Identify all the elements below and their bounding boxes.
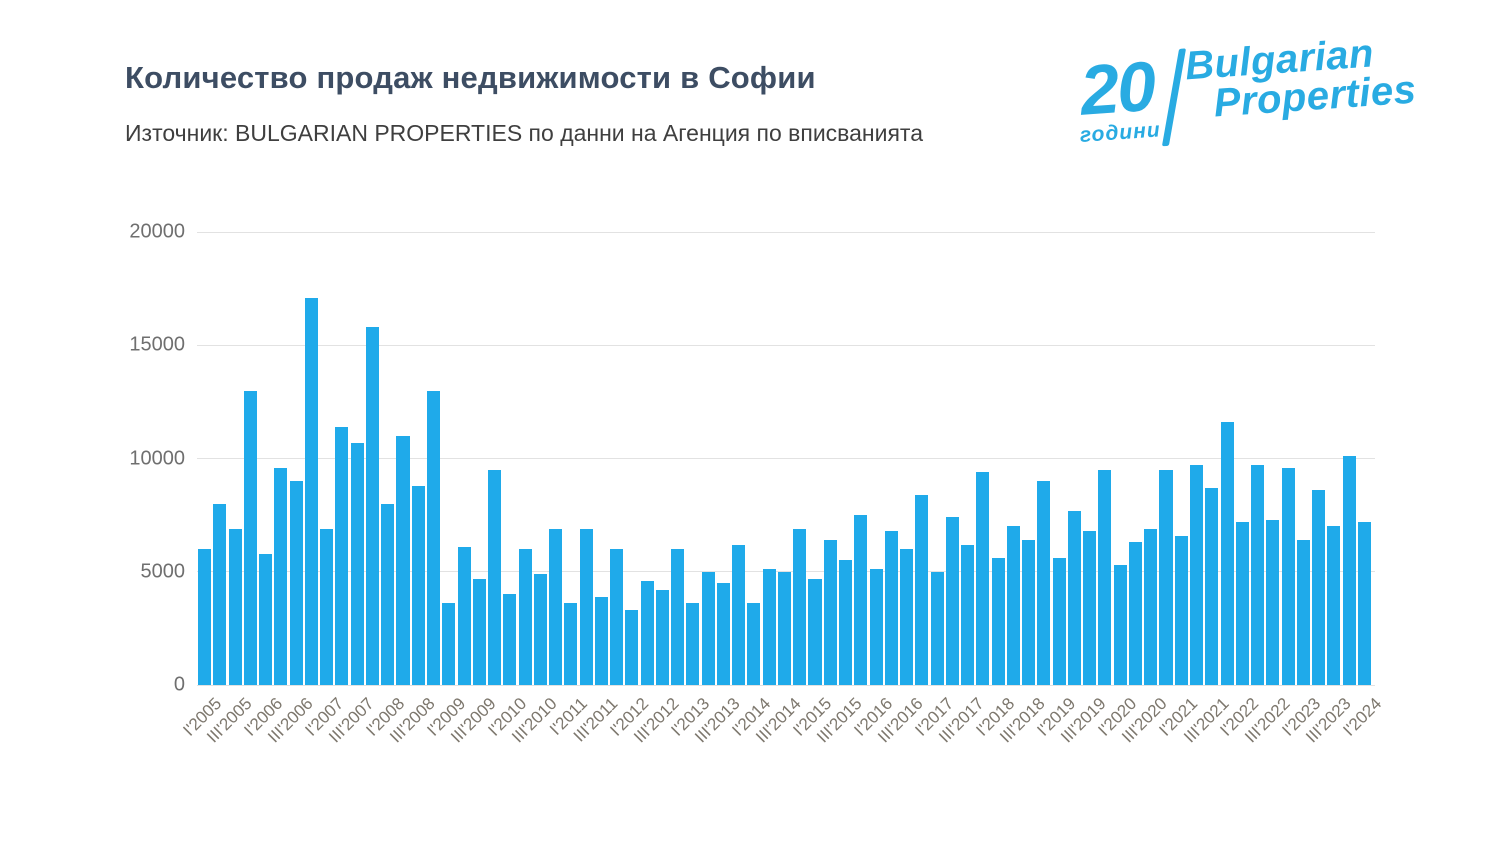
bar-IV'2007 [365, 327, 379, 685]
gridline-0 [197, 684, 1375, 686]
bar-II'2006 [274, 467, 288, 685]
bar-IV'2014 [793, 528, 807, 685]
bar-IV'2021 [1220, 422, 1234, 685]
bar-II'2012 [640, 580, 654, 685]
bar-I'2007 [320, 528, 334, 685]
bar-III'2005 [228, 528, 242, 685]
bar-III'2008 [411, 485, 425, 685]
bar-III'2020 [1144, 528, 1158, 685]
bar-IV'2010 [549, 528, 563, 685]
bar-II'2010 [518, 549, 532, 685]
y-tick-label: 20000 [129, 220, 185, 243]
bar-I'2021 [1174, 535, 1188, 685]
bar-II'2008 [396, 435, 410, 685]
bar-IV'2023 [1342, 456, 1356, 685]
bar-I'2022 [1235, 521, 1249, 685]
bar-IV'2011 [610, 549, 624, 685]
bar-I'2009 [442, 603, 456, 685]
gridline-10000 [197, 458, 1375, 459]
bar-II'2015 [823, 540, 837, 685]
bar-I'2012 [625, 610, 639, 685]
bar-I'2024 [1357, 521, 1371, 685]
bar-IV'2019 [1098, 469, 1112, 685]
bar-I'2005 [198, 549, 212, 685]
bar-III'2014 [777, 571, 792, 685]
bar-IV'2022 [1281, 467, 1295, 685]
bar-III'2007 [350, 442, 364, 685]
bar-III'2019 [1083, 530, 1097, 685]
bar-II'2014 [762, 569, 776, 685]
bar-III'2013 [716, 583, 730, 685]
gridline-20000 [197, 231, 1375, 233]
bar-I'2010 [503, 594, 517, 685]
bar-III'2009 [472, 578, 486, 685]
bar-III'2010 [533, 574, 547, 685]
y-tick-label: 15000 [129, 333, 185, 356]
bar-IV'2009 [488, 469, 502, 685]
bar-IV'2013 [732, 544, 746, 685]
bar-I'2014 [747, 603, 761, 685]
bar-II'2009 [457, 546, 471, 685]
bar-II'2016 [884, 530, 898, 685]
bar-I'2013 [686, 603, 700, 685]
page-title: Количество продаж недвижимости в Софии [125, 60, 816, 95]
bar-IV'2012 [671, 549, 685, 685]
bar-III'2012 [655, 589, 669, 685]
bar-II'2023 [1312, 490, 1326, 685]
source-subtitle: Източник: BULGARIAN PROPERTIES по данни … [125, 120, 923, 146]
bar-I'2016 [869, 569, 883, 685]
bar-II'2022 [1251, 465, 1265, 685]
bar-II'2007 [335, 426, 349, 685]
bar-IV'2018 [1037, 481, 1051, 685]
bar-II'2018 [1006, 526, 1020, 685]
bar-III'2022 [1266, 519, 1280, 685]
bar-IV'2005 [243, 390, 257, 685]
bar-I'2017 [930, 571, 944, 685]
bar-III'2011 [594, 596, 608, 685]
bar-I'2020 [1113, 564, 1127, 685]
bar-II'2019 [1067, 510, 1081, 685]
bar-I'2023 [1296, 540, 1310, 685]
bar-II'2017 [945, 517, 959, 685]
bar-II'2020 [1128, 542, 1142, 685]
y-tick-label: 10000 [129, 447, 185, 469]
bar-I'2008 [381, 503, 395, 685]
bar-III'2006 [289, 481, 303, 685]
bar-II'2005 [213, 503, 227, 685]
bar-III'2015 [839, 560, 853, 685]
bar-I'2018 [991, 558, 1005, 685]
bar-III'2018 [1022, 540, 1036, 685]
bar-IV'2015 [854, 515, 868, 685]
bar-III'2017 [961, 544, 975, 685]
bar-IV'2020 [1159, 469, 1173, 685]
bar-III'2016 [900, 549, 914, 685]
y-tick-label: 5000 [140, 560, 186, 583]
bar-I'2006 [259, 553, 273, 685]
bar-II'2021 [1189, 465, 1204, 685]
bar-IV'2008 [426, 390, 441, 685]
bar-I'2015 [808, 578, 822, 685]
bar-II'2013 [701, 571, 715, 685]
bar-IV'2016 [915, 494, 929, 685]
y-tick-label: 0 [173, 673, 185, 696]
bar-III'2023 [1327, 526, 1341, 685]
gridline-15000 [197, 344, 1375, 346]
bar-I'2019 [1052, 558, 1066, 685]
bar-IV'2006 [304, 297, 318, 685]
bar-IV'2017 [976, 472, 990, 685]
bar-II'2011 [579, 528, 593, 685]
bar-I'2011 [564, 603, 578, 685]
bar-III'2021 [1205, 487, 1219, 685]
